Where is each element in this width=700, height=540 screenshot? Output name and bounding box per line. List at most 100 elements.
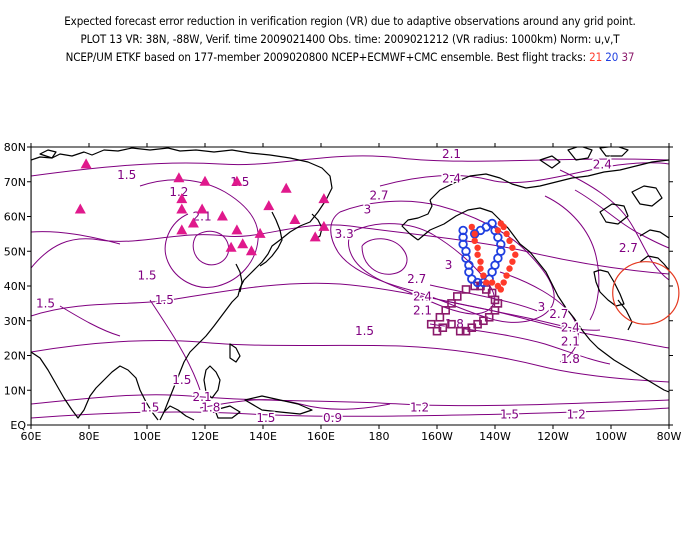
observation-site xyxy=(237,238,249,249)
track-21-point xyxy=(512,251,519,258)
track-37-point xyxy=(447,299,456,308)
track-37-point xyxy=(432,326,442,336)
contour-label: 2.1 xyxy=(193,390,212,404)
track-21-point xyxy=(503,272,510,279)
lon-label: 80E xyxy=(79,430,100,443)
lon-label: 140E xyxy=(249,430,277,443)
track-21-point xyxy=(477,258,484,265)
observation-site xyxy=(263,200,275,211)
track-id-37: 37 xyxy=(621,50,635,64)
lon-label: 140W xyxy=(479,430,511,443)
track-21-point xyxy=(474,251,481,258)
track-21-point xyxy=(474,244,481,251)
observation-site xyxy=(176,224,188,235)
lat-label: 80N xyxy=(4,141,26,154)
track-21-point xyxy=(506,237,513,245)
lat-label: 40N xyxy=(4,280,26,293)
track-id-21: 21 xyxy=(589,50,603,64)
contour-label: 2.4 xyxy=(442,171,461,185)
contour-label: 1.2 xyxy=(169,185,188,199)
header-ensemble-text: NCEP/UM ETKF based on 177-member 2009020… xyxy=(65,50,586,64)
observation-site xyxy=(225,241,237,252)
track-21-point xyxy=(494,227,502,234)
track-37-point xyxy=(461,326,471,336)
observation-site xyxy=(196,203,208,214)
observation-site-markers xyxy=(74,158,330,256)
contour-label: 3 xyxy=(445,258,453,272)
observation-site xyxy=(231,224,243,235)
contour-label: 2.7 xyxy=(549,307,568,321)
observation-site xyxy=(245,245,257,256)
track-37-point xyxy=(461,285,471,294)
track-id-20: 20 xyxy=(605,50,619,64)
lat-label: 50N xyxy=(4,245,26,258)
contour-label: 1.5 xyxy=(36,296,55,310)
track-37-point xyxy=(490,306,500,315)
track-37-point xyxy=(441,306,451,315)
header-plot-info-line: PLOT 13 VR: 38N, -88W, Verif. time 20090… xyxy=(80,32,620,46)
observation-site xyxy=(74,203,86,214)
track-21-point xyxy=(471,237,478,245)
contour-lines xyxy=(31,155,669,419)
axis-ticks xyxy=(27,143,673,429)
observation-site xyxy=(176,203,188,214)
track-21-point xyxy=(471,230,478,238)
latitude-labels: EQ 10N 20N 30N 40N 50N 60N 70N 80N xyxy=(4,141,27,432)
track-37-point xyxy=(426,319,436,329)
lon-label: 180 xyxy=(369,430,390,443)
contour-label: 2.1 xyxy=(442,147,461,161)
verification-region-circle xyxy=(612,261,680,325)
observation-site xyxy=(289,213,301,224)
contour-label: 1.5 xyxy=(137,269,156,283)
contour-label: 3.3 xyxy=(335,227,354,241)
contour-label: 2.1 xyxy=(561,335,580,349)
track-21-point xyxy=(477,265,484,272)
track-37-point xyxy=(452,292,462,301)
lat-label: 70N xyxy=(4,176,26,189)
contour-label: 1.5 xyxy=(172,373,191,387)
lon-label: 80W xyxy=(657,430,682,443)
header-title-line: Expected forecast error reduction in ver… xyxy=(64,14,636,28)
header-ensemble-line: NCEP/UM ETKF based on 177-member 2009020… xyxy=(0,50,700,64)
contour-label: 3 xyxy=(538,300,546,314)
lon-label: 160E xyxy=(307,430,335,443)
track-21-point xyxy=(497,286,504,293)
contour-label: 1.2 xyxy=(410,401,429,415)
track-20-point xyxy=(472,277,483,288)
track-21-point xyxy=(483,279,490,286)
observation-site xyxy=(173,172,185,183)
track-21-point xyxy=(509,258,516,265)
track-21-point xyxy=(488,279,496,286)
track-37-point xyxy=(455,326,465,336)
contour-label: 2.4 xyxy=(561,321,580,335)
lon-label: 120E xyxy=(191,430,219,443)
lon-label: 100E xyxy=(133,430,161,443)
observation-site xyxy=(280,182,292,193)
contour-label: 1.5 xyxy=(117,168,136,182)
track-37-point xyxy=(447,319,456,329)
contour-label: 1.8 xyxy=(561,352,580,366)
longitude-labels: 60E 80E 100E 120E 140E 160E 180 160W 140W 120W 100… xyxy=(21,430,682,443)
contour-value-labels: 1.51.22.11.51.51.51.51.51.51.82.11.50.91… xyxy=(34,147,639,425)
contour-label: 1.5 xyxy=(140,401,159,415)
track-21-point xyxy=(497,220,504,227)
contour-label: 1.5 xyxy=(355,324,374,338)
contour-label: 0.9 xyxy=(323,411,342,425)
observation-site xyxy=(80,158,92,169)
observation-site xyxy=(231,175,243,186)
track-21-point xyxy=(506,265,513,272)
contour-label: 1.8 xyxy=(201,401,220,415)
lat-label: 20N xyxy=(4,350,26,363)
contour-label: 2.4 xyxy=(413,289,432,303)
observation-site xyxy=(309,231,321,242)
contour-label: 3 xyxy=(364,203,372,217)
observation-site xyxy=(254,227,266,238)
lon-label: 60E xyxy=(21,430,42,443)
lon-label: 100W xyxy=(595,430,627,443)
observation-site xyxy=(199,175,211,186)
verification-region xyxy=(612,261,680,325)
contour-label: 2.1 xyxy=(413,303,432,317)
contour-label: 2.4 xyxy=(593,157,612,171)
observation-site xyxy=(216,210,228,221)
track-21-point xyxy=(468,223,475,231)
